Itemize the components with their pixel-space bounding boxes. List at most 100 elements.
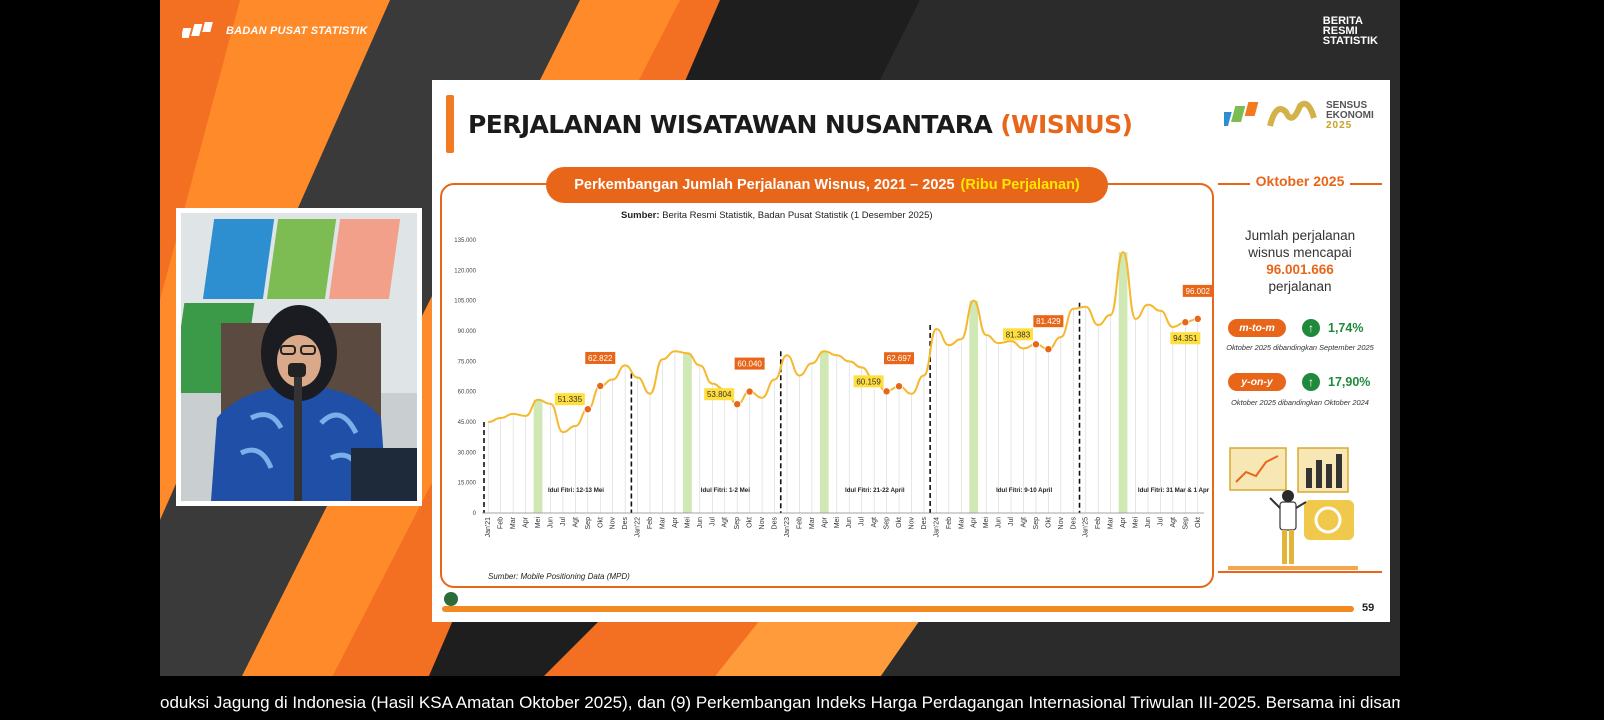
x-tick-label: Des	[772, 517, 779, 530]
y-tick-label: 135.000	[454, 238, 476, 244]
data-label-box	[554, 393, 585, 406]
data-label-box	[884, 352, 915, 365]
summary-text: Jumlah perjalanan wisnus mencapai 96.001…	[1218, 227, 1382, 295]
y-tick-label: 75.000	[458, 359, 477, 365]
x-tick-label: Jan'21	[485, 517, 492, 538]
data-label: 51.335	[558, 395, 583, 404]
presentation-slide: PERJALANAN WISATAWAN NUSANTARA (WISNUS) …	[432, 80, 1390, 622]
summary-line-3: perjalanan	[1268, 279, 1332, 294]
x-tick-label: Jun	[1145, 517, 1152, 528]
se-logo-line-2: EKONOMI	[1326, 110, 1374, 121]
x-tick-label: Agt	[1021, 517, 1028, 528]
x-tick-label: Feb	[796, 517, 803, 529]
sensus-ekonomi-logo: SENSUS EKONOMI 2025	[1224, 96, 1374, 136]
x-tick-label: Feb	[647, 517, 654, 529]
broadcast-frame: BADAN PUSAT STATISTIK BERITA RESMI STATI…	[160, 0, 1400, 720]
data-label-box	[1170, 332, 1201, 345]
chart-grid	[487, 252, 1199, 513]
presenter-video	[176, 208, 422, 506]
x-tick-label: Nov	[759, 517, 766, 530]
data-point	[895, 382, 904, 391]
x-tick-label: Feb	[498, 517, 505, 529]
chart-series-line	[488, 251, 1198, 434]
y-tick-label: 120.000	[454, 268, 476, 274]
x-tick-label: Nov	[1058, 517, 1065, 530]
x-tick-label: Okt	[747, 517, 754, 528]
x-tick-label: Jan'23	[784, 517, 791, 538]
x-tick-label: Jul	[709, 517, 716, 526]
x-tick-label: Okt	[1045, 517, 1052, 528]
ticker-background	[160, 676, 1400, 720]
x-tick-label: Jan'24	[933, 517, 940, 538]
arrow-up-icon: ↑	[1302, 373, 1320, 391]
summary-value: 96.001.666	[1266, 262, 1334, 277]
idul-fitri-annotation: Idul Fitri: 31 Mar & 1 Apr	[1138, 487, 1210, 494]
chart-source-top-label: Sumber:	[621, 210, 660, 221]
chart-source-top: Sumber: Berita Resmi Statistik, Badan Pu…	[621, 210, 933, 221]
mtom-badge: m-to-m	[1228, 319, 1286, 337]
x-tick-label: Sep	[734, 517, 741, 530]
data-label-box	[1182, 284, 1212, 297]
summary-header-text: Oktober 2025	[1249, 173, 1351, 189]
y-tick-label: 45.000	[458, 420, 477, 426]
x-tick-label: Mar	[1108, 516, 1115, 529]
footer-progress-bar	[442, 606, 1354, 612]
chart-source-bottom: Sumber: Mobile Positioning Data (MPD)	[488, 572, 630, 581]
data-point	[1181, 318, 1190, 327]
line-chart: 51.335 62.822 53.804 60.040 60.159 62.697 81.3…	[454, 238, 1212, 537]
x-tick-label: Apr	[672, 516, 679, 528]
eid-highlight-bar	[969, 300, 979, 513]
x-tick-label: Mar	[809, 516, 816, 529]
y-tick-label: 60.000	[458, 390, 477, 396]
data-label-box	[704, 388, 735, 401]
x-tick-label: Sep	[1182, 517, 1189, 530]
se-logo-line-3: 2025	[1326, 120, 1353, 131]
brs-line-1: BERITA	[1322, 15, 1363, 27]
chart-title-unit: (Ribu Perjalanan)	[960, 177, 1080, 193]
slide-title-main: PERJALANAN WISATAWAN NUSANTARA	[468, 110, 993, 139]
chart-axes: 0 15.000 30.000 45.000 60.000 75.000 90.000 105…	[454, 238, 1204, 537]
x-tick-label: Mar	[660, 516, 667, 529]
eid-highlight-bar	[533, 399, 543, 513]
bps-logo-icon	[182, 22, 213, 38]
bps-brand: BADAN PUSAT STATISTIK	[182, 18, 368, 44]
x-tick-label: Nov	[908, 517, 915, 530]
x-tick-label: Mar	[510, 516, 517, 529]
se-logo-line-1: SENSUS	[1326, 100, 1368, 111]
arrow-up-icon: ↑	[1302, 319, 1320, 337]
x-tick-label: Des	[921, 517, 928, 530]
x-tick-label: Jun	[547, 517, 554, 528]
x-tick-label: Apr	[971, 516, 978, 528]
idul-fitri-annotation: Idul Fitri: 21-22 April	[845, 487, 905, 494]
x-tick-label: Des	[1070, 517, 1077, 530]
data-point	[1044, 345, 1053, 354]
data-label-box	[1002, 328, 1033, 341]
analyst-illustration	[1228, 447, 1358, 570]
data-point	[1031, 340, 1040, 349]
x-tick-label: Mei	[983, 517, 990, 529]
data-label-box	[1033, 315, 1064, 328]
brs-brand: BERITA RESMI STATISTIK	[1322, 15, 1378, 47]
mtom-value: 1,74%	[1328, 321, 1364, 335]
x-tick-label: Mei	[535, 517, 542, 529]
summary-header: Oktober 2025	[1218, 173, 1382, 189]
data-point	[733, 400, 742, 409]
data-label: 60.040	[737, 360, 762, 369]
chart-source-top-text: Berita Resmi Statistik, Badan Pusat Stat…	[662, 210, 933, 221]
x-tick-label: Nov	[610, 517, 617, 530]
eid-highlight-bar	[683, 353, 692, 513]
x-tick-label: Mei	[1133, 517, 1140, 529]
chart-title: Perkembangan Jumlah Perjalanan Wisnus, 2…	[546, 167, 1108, 203]
x-tick-label: Agt	[722, 517, 729, 528]
page-number: 59	[1362, 602, 1375, 614]
x-tick-label: Sep	[585, 517, 592, 530]
x-tick-label: Agt	[1170, 517, 1177, 528]
eid-highlight-bar	[819, 351, 829, 513]
chart-highlights	[533, 252, 1128, 513]
summary-line-2: wisnus mencapai	[1248, 245, 1352, 260]
x-tick-label: Jan'22	[635, 517, 642, 538]
x-tick-label: Agt	[871, 517, 878, 528]
chart-year-dividers	[483, 302, 1081, 513]
x-tick-label: Okt	[597, 517, 604, 528]
x-tick-label: Mar	[958, 516, 965, 529]
